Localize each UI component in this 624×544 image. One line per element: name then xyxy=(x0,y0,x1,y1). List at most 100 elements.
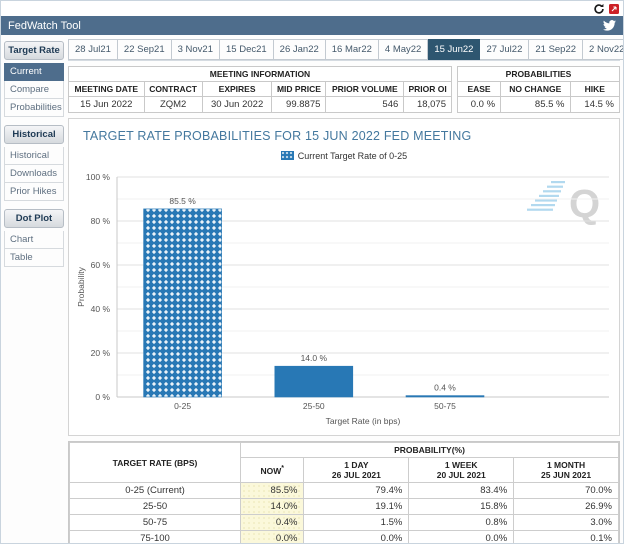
meeting-date-tabs: 28 Jul21 22 Sep21 3 Nov21 15 Dec21 26 Ja… xyxy=(68,39,623,61)
legend-swatch-hatched xyxy=(280,150,294,162)
svg-text:Q: Q xyxy=(569,182,600,226)
target-rate-bps-header: TARGET RATE (BPS) xyxy=(68,442,242,483)
sidebar-group-target-rate: Target Rate xyxy=(4,41,64,60)
svg-text:20 %: 20 % xyxy=(91,348,111,358)
one-month-header: 1 MONTH 25 JUN 2021 xyxy=(513,457,619,483)
one-day-value: 79.4% xyxy=(303,482,410,499)
chart-title: TARGET RATE PROBABILITIES FOR 15 JUN 202… xyxy=(83,129,472,143)
table-row: 50-75 0.4% 1.5% 0.8% 3.0% xyxy=(68,514,619,531)
now-value: 0.4% xyxy=(240,514,305,531)
sidebar-item-prior-hikes[interactable]: Prior Hikes xyxy=(4,183,64,201)
meeting-info-title: MEETING INFORMATION xyxy=(68,66,452,82)
no-change-header: NO CHANGE xyxy=(500,81,571,97)
hike-value: 14.5 % xyxy=(569,96,620,113)
no-change-value: 85.5 % xyxy=(500,96,571,113)
svg-text:85.5 %: 85.5 % xyxy=(169,196,196,206)
svg-text:60 %: 60 % xyxy=(91,260,111,270)
one-day-header: 1 DAY 26 JUL 2021 xyxy=(303,457,410,483)
prior-volume-header: PRIOR VOLUME xyxy=(325,81,405,97)
one-week-value: 15.8% xyxy=(408,498,515,515)
export-icon[interactable] xyxy=(609,3,619,14)
sidebar-item-historical[interactable]: Historical xyxy=(4,147,64,165)
rate-range-label: 0-25 (Current) xyxy=(68,482,242,499)
one-week-value: 83.4% xyxy=(408,482,515,499)
prior-oi-value: 18,075 xyxy=(403,96,452,113)
tab-4-may22[interactable]: 4 May22 xyxy=(378,39,429,60)
meeting-date-header: MEETING DATE xyxy=(68,81,145,97)
meeting-date-value: 15 Jun 2022 xyxy=(68,96,145,113)
tab-28-jul21[interactable]: 28 Jul21 xyxy=(68,39,118,60)
svg-text:0.4 %: 0.4 % xyxy=(434,383,456,393)
sidebar: Target Rate Current Compare Probabilitie… xyxy=(3,39,65,267)
prior-oi-header: PRIOR OI xyxy=(403,81,452,97)
svg-text:40 %: 40 % xyxy=(91,304,111,314)
now-value: 14.0% xyxy=(240,498,305,515)
top-icon-bar xyxy=(1,1,623,16)
table-row: 25-50 14.0% 19.1% 15.8% 26.9% xyxy=(68,498,619,515)
svg-text:80 %: 80 % xyxy=(91,216,111,226)
mid-price-header: MID PRICE xyxy=(271,81,327,97)
tab-26-jan22[interactable]: 26 Jan22 xyxy=(273,39,326,60)
tab-3-nov21[interactable]: 3 Nov21 xyxy=(171,39,220,60)
main-layout: Target Rate Current Compare Probabilitie… xyxy=(1,35,623,543)
svg-text:100 %: 100 % xyxy=(86,172,111,182)
one-month-value: 3.0% xyxy=(513,514,619,531)
sidebar-item-probabilities[interactable]: Probabilities xyxy=(4,99,64,117)
meeting-information-table: MEETING INFORMATION MEETING DATE CONTRAC… xyxy=(68,66,452,113)
rate-range-label: 50-75 xyxy=(68,514,242,531)
one-month-value: 26.9% xyxy=(513,498,619,515)
tab-16-mar22[interactable]: 16 Mar22 xyxy=(325,39,379,60)
sidebar-item-compare[interactable]: Compare xyxy=(4,81,64,99)
svg-text:Probability: Probability xyxy=(76,266,86,306)
svg-text:14.0 %: 14.0 % xyxy=(301,353,328,363)
info-row: MEETING INFORMATION MEETING DATE CONTRAC… xyxy=(68,66,620,113)
title-bar: FedWatch Tool xyxy=(1,16,623,35)
one-week-value: 0.8% xyxy=(408,514,515,531)
table-row: 0-25 (Current) 85.5% 79.4% 83.4% 70.0% xyxy=(68,482,619,499)
svg-text:0 %: 0 % xyxy=(95,392,110,402)
probabilities-title: PROBABILITIES xyxy=(457,66,620,82)
tab-27-jul22[interactable]: 27 Jul22 xyxy=(480,39,530,60)
rate-range-label: 75-100 xyxy=(68,530,242,543)
one-month-value: 70.0% xyxy=(513,482,619,499)
content-area: 28 Jul21 22 Sep21 3 Nov21 15 Dec21 26 Ja… xyxy=(65,39,623,543)
sidebar-item-downloads[interactable]: Downloads xyxy=(4,165,64,183)
tab-15-dec21[interactable]: 15 Dec21 xyxy=(220,39,274,60)
one-day-value: 1.5% xyxy=(303,514,410,531)
probabilities-table: PROBABILITIES EASE NO CHANGE HIKE 0.0 % … xyxy=(456,66,620,113)
one-week-value: 0.0% xyxy=(408,530,515,543)
expires-value: 30 Jun 2022 xyxy=(201,96,273,113)
refresh-icon[interactable] xyxy=(593,3,605,15)
tab-21-sep22[interactable]: 21 Sep22 xyxy=(529,39,584,60)
sidebar-item-table[interactable]: Table xyxy=(4,249,64,267)
svg-text:0-25: 0-25 xyxy=(174,401,191,411)
contract-value: ZQM2 xyxy=(143,96,203,113)
now-header: NOW* xyxy=(240,457,305,483)
svg-text:25-50: 25-50 xyxy=(303,401,325,411)
tab-2-nov22[interactable]: 2 Nov22 xyxy=(583,39,623,60)
app-title: FedWatch Tool xyxy=(8,19,81,32)
prior-volume-value: 546 xyxy=(325,96,405,113)
sidebar-group-historical: Historical xyxy=(4,125,64,144)
svg-text:50-75: 50-75 xyxy=(434,401,456,411)
table-row: 75-100 0.0% 0.0% 0.0% 0.1% xyxy=(68,530,619,543)
chart-legend: Current Target Rate of 0-25 xyxy=(73,149,615,163)
probability-history-panel: TARGET RATE (BPS) PROBABILITY(%) NOW* 1 … xyxy=(68,441,620,543)
svg-text:Target Rate (in bps): Target Rate (in bps) xyxy=(326,416,401,426)
probability-pct-header: PROBABILITY(%) xyxy=(240,442,619,458)
legend-label: Current Target Rate of 0-25 xyxy=(297,151,408,161)
sidebar-item-chart[interactable]: Chart xyxy=(4,231,64,249)
ease-header: EASE xyxy=(456,81,502,97)
sidebar-group-dot-plot: Dot Plot xyxy=(4,209,64,228)
tab-15-jun22[interactable]: 15 Jun22 xyxy=(428,39,481,60)
twitter-icon[interactable] xyxy=(603,20,616,31)
one-day-value: 19.1% xyxy=(303,498,410,515)
tab-22-sep21[interactable]: 22 Sep21 xyxy=(117,39,172,60)
one-month-value: 0.1% xyxy=(513,530,619,543)
contract-header: CONTRACT xyxy=(143,81,203,97)
probability-history-table: TARGET RATE (BPS) PROBABILITY(%) NOW* 1 … xyxy=(68,442,619,543)
sidebar-item-current[interactable]: Current xyxy=(4,63,64,81)
now-value: 0.0% xyxy=(240,530,305,543)
chart-panel: TARGET RATE PROBABILITIES FOR 15 JUN 202… xyxy=(68,118,620,436)
